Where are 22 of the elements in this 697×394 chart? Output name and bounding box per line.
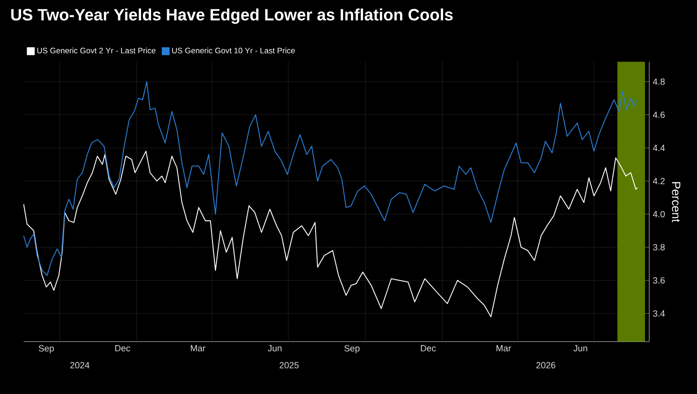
text: 2026 [536,362,556,368]
y-tick-label: 3.6 [653,276,665,284]
chart-title: US Two-Year Yields Have Edged Lower as Inflation Cools [11,8,453,24]
x-tick-label: Sep [344,344,360,354]
y-tick-label: 3.4 [653,310,665,316]
x-tick-label: Jun [573,344,588,352]
y-tick-label: 4.4 [652,144,665,151]
text: 2025 [280,362,299,368]
y-tick-label: 4.8 [652,78,665,85]
x-tick-label: Jun [268,344,282,352]
y-tick-label: 4.6 [652,111,665,118]
line-series [23,80,638,276]
y-axis-title: Percent [672,182,680,222]
y-tick-label: 4.2 [652,178,665,184]
x-tick-label: Mar [496,344,512,352]
y-tick-label: 3.8 [653,244,665,250]
x-tick-label: Sep [38,344,54,354]
x-tick-label: Dec [115,344,130,352]
text: 2024 [70,362,90,368]
x-tick-label: Mar [190,344,206,352]
x-tick-label: Dec [420,344,436,352]
y-tick-label: 4.0 [652,210,665,218]
